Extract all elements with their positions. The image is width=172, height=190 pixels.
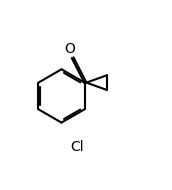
Text: O: O — [65, 42, 76, 56]
Text: Cl: Cl — [71, 140, 84, 154]
